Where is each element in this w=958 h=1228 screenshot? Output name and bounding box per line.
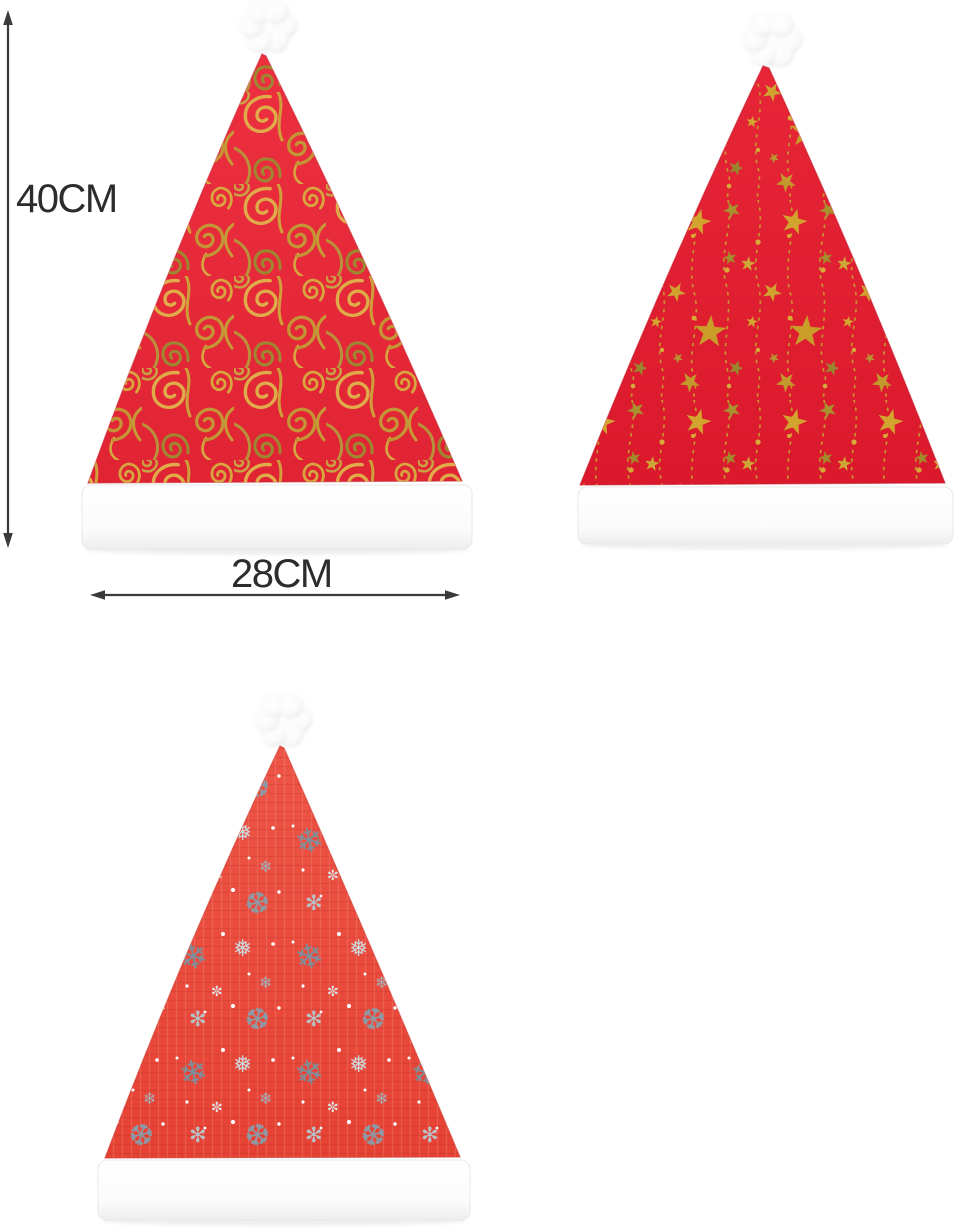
arrow-down-icon	[3, 533, 13, 548]
hat-cone	[579, 65, 946, 486]
height-dimension-arrow	[3, 10, 13, 548]
pom-pom	[741, 11, 803, 67]
hat-cone	[87, 53, 463, 484]
hat-brim	[577, 486, 954, 550]
arrow-left-icon	[90, 590, 105, 600]
hat-cone	[104, 745, 461, 1159]
width-dimension-label: 28CM	[231, 552, 333, 596]
santa-hat-gold-swirl	[81, 0, 473, 555]
pom-pom	[253, 692, 313, 747]
santa-hat-silver-snowflake: ❄ ❅ ❆ ✻ ❄ ✼	[97, 692, 471, 1226]
santa-hat-gold-star	[577, 11, 954, 550]
height-dimension-label: 40CM	[16, 177, 118, 221]
arrow-right-icon	[445, 590, 460, 600]
arrow-up-icon	[3, 10, 13, 25]
hat-brim	[97, 1159, 471, 1226]
hat-brim	[81, 484, 473, 555]
pom-pom	[238, 0, 298, 53]
